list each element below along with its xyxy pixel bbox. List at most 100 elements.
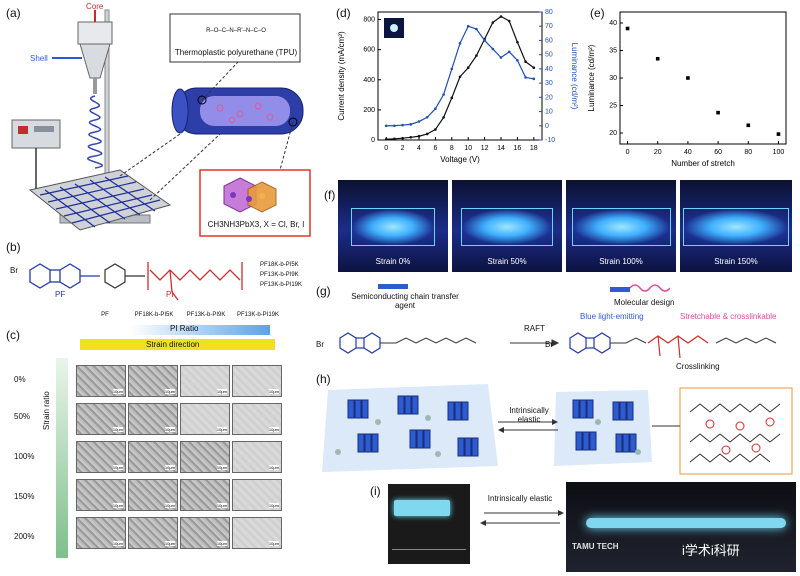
crosslink-node: [635, 449, 641, 455]
rigid-block: [619, 401, 627, 421]
rigid-block: [447, 401, 455, 421]
data-point-right: [384, 124, 388, 128]
bromine-label-g: Br: [316, 340, 324, 349]
y2-tick-label: 40: [545, 66, 553, 73]
scale-bar-label: 10μm: [268, 427, 279, 432]
x-tick-label: 16: [514, 145, 522, 152]
rigid-block: [409, 429, 417, 449]
y2-axis-label: Luminance (cd/m²): [570, 43, 579, 110]
tpu-name: Thermoplastic polyurethane (TPU): [174, 48, 298, 57]
panel-c-label: (c): [6, 328, 20, 342]
strain-photo-50: Strain 50%: [452, 180, 562, 272]
data-point-right: [507, 50, 511, 54]
micrograph-r0-c0: 10μm: [76, 365, 126, 397]
scale-bar-label: 10μm: [268, 541, 279, 546]
scale-bar-label: 10μm: [216, 389, 227, 394]
micrograph-r4-c1: 10μm: [128, 517, 178, 549]
scale-bar-label: 10μm: [216, 541, 227, 546]
row-label-50: 50%: [14, 412, 31, 421]
scale-bar-label: 10μm: [164, 541, 175, 546]
panel-h-scheme: [322, 384, 793, 475]
data-point-left: [425, 132, 429, 136]
copolymer-2: PF13K-b-PI9K: [260, 272, 299, 278]
panel-h-label: (h): [316, 372, 331, 386]
design-legend-chain: [630, 284, 670, 292]
data-point-left: [475, 54, 478, 57]
scale-bar-label: 10μm: [216, 503, 227, 508]
x-tick-label: 8: [450, 145, 454, 152]
data-point-right: [483, 39, 486, 42]
row-label-200: 200%: [14, 532, 35, 541]
panel-g-scheme: [339, 332, 777, 359]
data-point-right: [417, 120, 421, 123]
micrograph-r1-c2: 10μm: [180, 403, 230, 435]
rigid-block: [612, 401, 620, 421]
scale-bar-label: 10μm: [112, 541, 123, 546]
y-tick-label: 800: [363, 17, 375, 24]
y2-tick-label: 10: [545, 109, 553, 116]
rigid-block: [397, 395, 405, 415]
y-tick-label: 20: [609, 130, 617, 137]
data-point-right: [532, 77, 536, 81]
micrograph-r1-c3: 10μm: [232, 403, 282, 435]
data-point-left: [499, 15, 503, 18]
y2-tick-label: -10: [545, 137, 555, 144]
x-tick-label: 0: [626, 149, 630, 156]
strain-photo-150: Strain 150%: [680, 180, 792, 272]
panel-b-label: (b): [6, 240, 21, 254]
rigid-block: [361, 399, 369, 419]
rigid-block: [575, 431, 583, 451]
data-point-right: [450, 67, 454, 71]
rigid-block: [615, 433, 623, 453]
bromine-label: Br: [10, 266, 18, 275]
rigid-block: [589, 431, 597, 451]
watermark: i学术i科研: [682, 543, 740, 558]
logo-text: TAMU TECH: [572, 542, 619, 551]
scale-bar-label: 10μm: [268, 465, 279, 470]
scale-bar-label: 10μm: [112, 503, 123, 508]
data-point-left: [516, 40, 519, 44]
data-point: [655, 56, 660, 61]
x-tick-label: 6: [433, 145, 437, 152]
row-label-0: 0%: [14, 375, 26, 384]
data-point: [776, 132, 781, 136]
y-axis-label: Luminance (cd/m²): [587, 44, 596, 111]
inset-glow: [390, 24, 398, 32]
rigid-block: [626, 401, 634, 421]
y-tick-label: 25: [609, 103, 617, 110]
y2-tick-label: 70: [545, 23, 553, 30]
scale-bar-label: 10μm: [112, 427, 123, 432]
micrograph-r2-c3: 10μm: [232, 441, 282, 473]
rigid-block: [572, 399, 580, 419]
panel-d-label: (d): [336, 6, 351, 20]
panel-a-figure: [11, 9, 311, 237]
panel-e-label: (e): [590, 6, 605, 20]
data-point-left: [458, 75, 462, 79]
rigid-block: [582, 431, 590, 451]
shell-label: Shell: [30, 54, 48, 63]
data-point-left: [442, 116, 445, 119]
stretchable-label: Stretchable & crosslinkable: [680, 312, 777, 321]
micrograph-r2-c2: 10μm: [180, 441, 230, 473]
crosslink-node: [425, 415, 431, 421]
copolymer-3: PF13K-b-PI19K: [260, 282, 303, 288]
rigid-block: [471, 437, 479, 457]
rigid-block: [461, 401, 469, 421]
x-tick-label: 80: [744, 149, 752, 156]
x-tick-label: 100: [773, 149, 785, 156]
crosslink-node: [375, 419, 381, 425]
rigid-block: [371, 433, 379, 453]
col-header-4: PF13K-b-PI19K: [236, 312, 280, 318]
data-point: [716, 110, 720, 115]
data-point-left: [491, 21, 495, 24]
x-tick-label: 60: [714, 149, 722, 156]
chart-e: 0 20 40 60 80 100 20 25 30 35 40 Number of stretch L…: [587, 11, 787, 168]
crosslinking-label: Crosslinking: [676, 362, 720, 371]
x-tick-label: 18: [530, 145, 538, 152]
data-point-left: [417, 134, 421, 138]
data-point-right: [393, 124, 396, 128]
y2-tick-label: 0: [545, 123, 549, 130]
design-legend-bar: [610, 287, 630, 292]
data-point-right: [409, 123, 413, 126]
x-tick-label: 20: [654, 149, 662, 156]
